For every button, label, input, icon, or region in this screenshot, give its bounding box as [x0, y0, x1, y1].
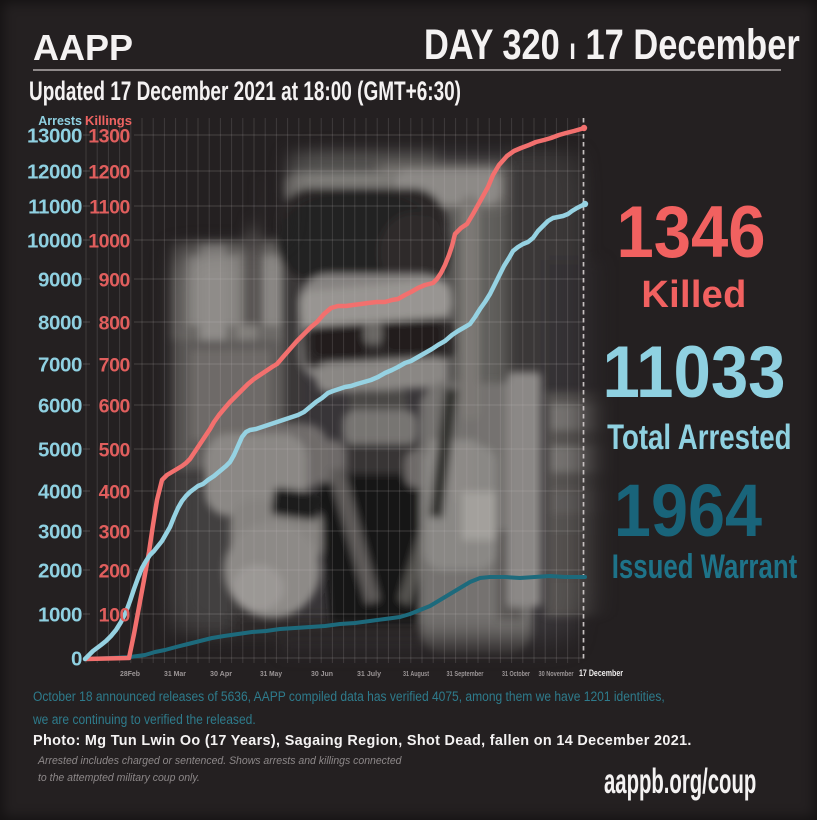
svg-text:30 Jun: 30 Jun [311, 669, 333, 678]
svg-text:31 October: 31 October [502, 669, 530, 678]
svg-text:5000: 5000 [38, 438, 82, 461]
svg-text:0: 0 [71, 647, 82, 670]
svg-text:300: 300 [99, 521, 131, 543]
svg-text:28Feb: 28Feb [120, 669, 140, 678]
svg-text:7000: 7000 [38, 353, 82, 376]
svg-text:8000: 8000 [38, 311, 82, 334]
svg-text:31 May: 31 May [260, 669, 283, 678]
svg-text:30 November: 30 November [539, 669, 574, 678]
svg-text:6000: 6000 [38, 394, 82, 417]
svg-text:31 August: 31 August [403, 669, 429, 678]
svg-text:12000: 12000 [27, 160, 82, 183]
svg-text:31 Mar: 31 Mar [164, 669, 186, 678]
svg-text:700: 700 [99, 354, 131, 376]
svg-text:1000: 1000 [38, 603, 82, 626]
svg-text:100: 100 [99, 604, 131, 626]
svg-text:30 Apr: 30 Apr [210, 669, 232, 678]
svg-text:800: 800 [99, 312, 131, 334]
svg-text:10000: 10000 [27, 229, 82, 252]
svg-text:11000: 11000 [28, 195, 82, 218]
svg-text:Arrests: Arrests [38, 114, 82, 128]
svg-text:600: 600 [99, 395, 131, 417]
svg-text:Killings: Killings [85, 113, 132, 128]
svg-text:1000: 1000 [88, 230, 130, 252]
svg-text:13000: 13000 [27, 124, 82, 147]
svg-text:1100: 1100 [89, 196, 130, 218]
svg-text:400: 400 [99, 481, 131, 503]
svg-text:3000: 3000 [38, 520, 82, 543]
svg-text:200: 200 [99, 560, 131, 582]
svg-text:500: 500 [99, 439, 131, 461]
svg-text:2000: 2000 [38, 559, 82, 582]
svg-text:17 December: 17 December [579, 668, 623, 679]
svg-text:900: 900 [99, 269, 131, 291]
svg-text:1200: 1200 [88, 161, 130, 183]
svg-text:9000: 9000 [38, 268, 82, 291]
svg-text:31 July: 31 July [357, 669, 382, 678]
svg-text:4000: 4000 [38, 480, 82, 503]
svg-text:1300: 1300 [88, 125, 130, 147]
svg-text:31 September: 31 September [447, 669, 484, 678]
